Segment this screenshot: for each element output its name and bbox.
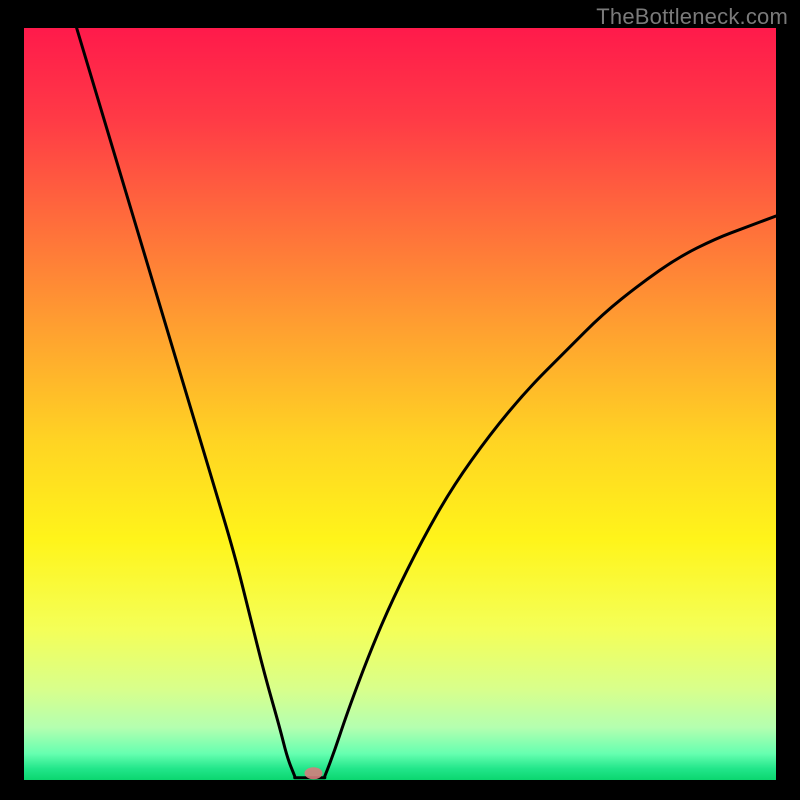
chart-container: TheBottleneck.com	[0, 0, 800, 800]
optimal-marker	[305, 767, 323, 779]
plot-background	[24, 28, 776, 780]
bottleneck-chart	[0, 0, 800, 800]
watermark-text: TheBottleneck.com	[596, 4, 788, 30]
